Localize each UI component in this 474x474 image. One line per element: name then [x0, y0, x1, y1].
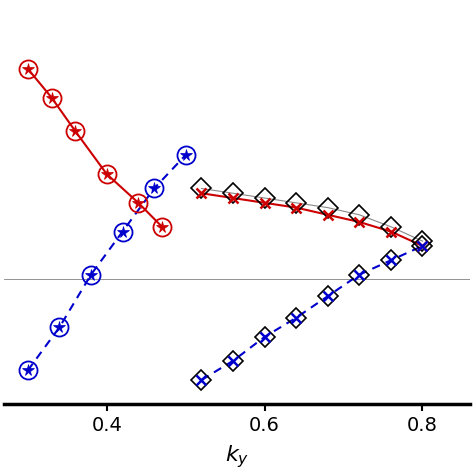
X-axis label: $k_y$: $k_y$: [225, 443, 249, 470]
